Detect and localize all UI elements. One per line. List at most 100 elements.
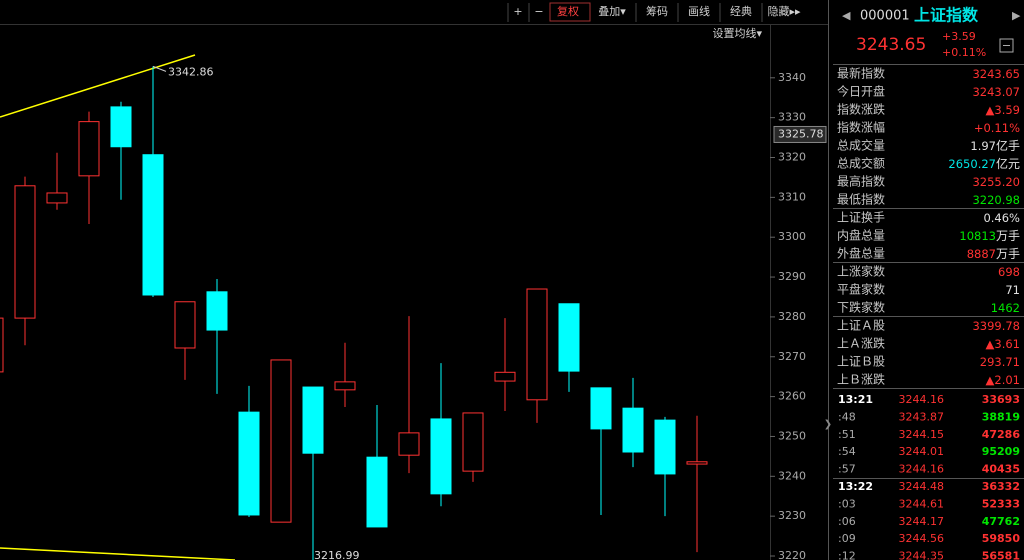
stat-value: ▲3.59 (986, 103, 1020, 117)
collapse-button[interactable] (999, 38, 1014, 53)
tick-volume: 40435 (982, 463, 1020, 476)
high-annotation: 3342.86 (168, 65, 214, 78)
ma-setting[interactable]: 设置均线▾ (712, 26, 762, 40)
y-tick-label: 3340 (778, 71, 806, 84)
next-button[interactable]: ▶ (1012, 9, 1021, 22)
stat-value: 3220.98 (972, 193, 1020, 207)
y-tick-label: 3310 (778, 190, 806, 203)
stock-name: 上证指数 (914, 6, 979, 25)
tick-volume: 59850 (982, 532, 1021, 545)
candle-body (590, 387, 612, 430)
stat-number: 3399.78 (972, 319, 1020, 333)
candle-body (686, 461, 708, 465)
candle-body (206, 291, 228, 331)
tick-volume: 47762 (982, 515, 1020, 528)
stat-value: 71 (1005, 283, 1020, 297)
chips-button[interactable]: 筹码 (646, 4, 668, 18)
stat-label: 指数涨跌 (837, 102, 885, 117)
stat-number: 10813 (959, 229, 996, 243)
tick-time: 13:21 (838, 393, 873, 406)
stat-label: 最低指数 (837, 192, 885, 207)
candle-body (334, 381, 356, 391)
stat-label: 总成交量 (837, 138, 885, 153)
candle-body (238, 411, 260, 516)
draw-button[interactable]: 画线 (688, 4, 710, 18)
candle-body (110, 106, 132, 148)
tick-volume: 38819 (982, 410, 1020, 423)
tick-time: 13:22 (838, 480, 873, 493)
stat-label: 今日开盘 (837, 84, 885, 99)
tick-volume: 52333 (982, 497, 1020, 510)
stat-label: 外盘总量 (837, 246, 885, 261)
stat-number: ▲2.01 (986, 373, 1020, 387)
tick-time: :54 (838, 445, 856, 458)
tick-price: 3244.48 (899, 480, 945, 493)
stat-label: 下跌家数 (837, 300, 885, 315)
candle-body (142, 154, 164, 296)
overlay-button[interactable]: 叠加▾ (598, 5, 626, 18)
candle-body (558, 303, 580, 372)
zoom-out-button[interactable]: − (534, 5, 543, 18)
stat-unit: 万手 (996, 247, 1020, 261)
tick-time: :51 (838, 428, 856, 441)
tick-volume: 33693 (982, 393, 1020, 406)
quote-panel: ◀ 000001 上证指数 ▶ 3243.65 +3.59 +0.11% 最新指… (833, 6, 1024, 560)
annotation-leader (152, 65, 167, 72)
stat-label: 最新指数 (837, 66, 885, 81)
stat-value: 10813万手 (959, 229, 1020, 243)
cursor-label-box (773, 125, 827, 143)
candle-body (0, 317, 4, 373)
stat-unit: 亿元 (996, 156, 1020, 171)
stat-label: 上证换手 (837, 211, 885, 225)
stock-code: 000001 (860, 9, 910, 24)
stat-number: 1462 (991, 301, 1020, 315)
trend-line (0, 547, 236, 560)
tick-price: 3244.17 (899, 515, 945, 528)
stat-label: 指数涨幅 (837, 120, 885, 135)
candle-body (430, 418, 452, 495)
y-tick-label: 3270 (778, 350, 806, 363)
stat-number: +0.11% (974, 121, 1020, 135)
stat-value: +0.11% (974, 121, 1020, 135)
stat-number: 71 (1005, 283, 1020, 297)
zoom-in-button[interactable]: + (513, 5, 522, 18)
y-tick-label: 3320 (778, 151, 806, 164)
stat-label: 平盘家数 (837, 282, 885, 297)
candle-body (302, 386, 324, 454)
classic-button[interactable]: 经典 (730, 4, 752, 18)
stat-number: 0.46% (983, 211, 1020, 225)
collapse-handle[interactable]: ❯ (824, 419, 832, 430)
stat-value: 3243.07 (972, 85, 1020, 99)
stat-label: 上证Ｂ股 (837, 355, 885, 369)
prev-button[interactable]: ◀ (842, 9, 851, 22)
stat-value: 293.71 (980, 355, 1020, 369)
y-tick-label: 3250 (778, 429, 806, 442)
stat-number: 3220.98 (972, 193, 1020, 207)
adjust-button[interactable]: 复权 (557, 4, 579, 18)
tick-price: 3244.16 (899, 393, 945, 406)
stat-number: 3255.20 (972, 175, 1020, 189)
stat-value: 3399.78 (972, 319, 1020, 333)
stat-number: 3243.65 (972, 67, 1020, 81)
tick-price: 3244.35 (899, 550, 945, 560)
candle-body (14, 185, 36, 319)
tick-price: 3243.87 (899, 410, 945, 423)
last-price: 3243.65 (856, 35, 926, 55)
low-annotation: 3216.99 (314, 549, 360, 560)
stat-value: 1.97亿手 (970, 138, 1020, 153)
stat-unit: 万手 (996, 229, 1020, 243)
y-tick-label: 3280 (778, 310, 806, 323)
candle-body (654, 419, 676, 475)
candle-body (270, 359, 292, 523)
stat-label: 上证Ａ股 (837, 319, 885, 333)
stat-value: 3255.20 (972, 175, 1020, 189)
hide-button[interactable]: 隐藏▸▸ (767, 5, 801, 18)
tick-volume: 95209 (982, 445, 1020, 458)
stat-label: 内盘总量 (837, 228, 885, 243)
candle-body (366, 456, 388, 528)
stat-value: ▲3.61 (986, 337, 1020, 351)
candle-body (78, 121, 100, 177)
change-pct: +0.11% (942, 46, 986, 59)
stat-label: 上Ｂ涨跌 (837, 372, 885, 387)
stat-number: 1.97 (970, 139, 996, 153)
